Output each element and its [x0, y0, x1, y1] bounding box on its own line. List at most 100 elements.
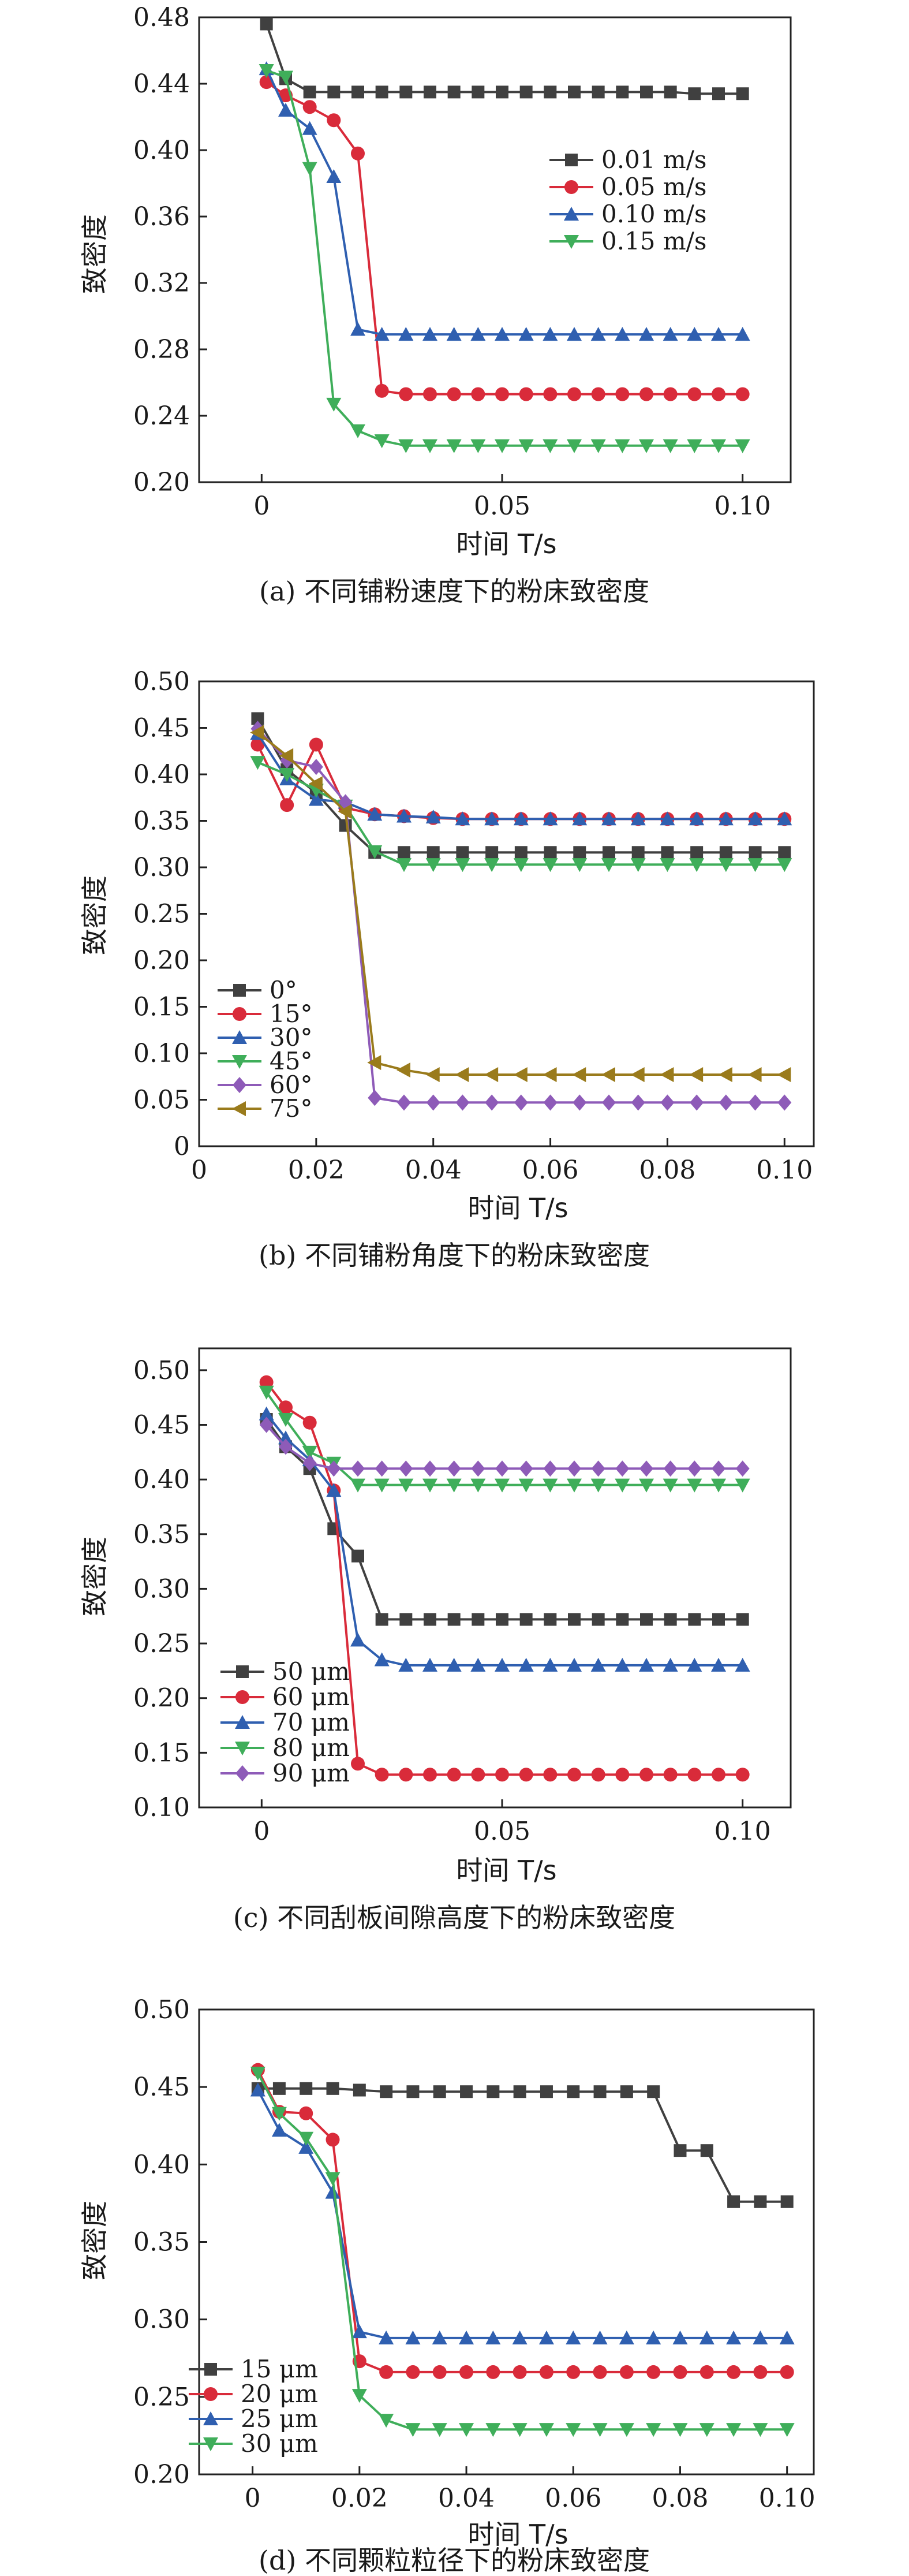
data-point [496, 85, 508, 99]
legend-entry: 90 μm [220, 1759, 350, 1787]
y-tick-label: 0.10 [133, 1039, 190, 1068]
data-point [399, 1613, 413, 1626]
legend-entry: 70 μm [220, 1708, 350, 1736]
legend-marker [235, 1765, 249, 1781]
data-point [602, 1094, 616, 1111]
data-point [375, 1768, 389, 1782]
y-tick-label: 0.20 [133, 1684, 190, 1713]
data-point [447, 1613, 461, 1626]
legend-marker [236, 1665, 249, 1678]
data-point [544, 1613, 557, 1626]
data-point [690, 1094, 704, 1111]
data-point [326, 2133, 340, 2147]
data-point [519, 85, 533, 99]
data-point [726, 2423, 742, 2437]
data-point [302, 100, 317, 114]
data-point [447, 85, 461, 99]
data-point [446, 327, 462, 341]
data-point [298, 2139, 314, 2154]
legend-label: 0° [270, 976, 297, 1004]
y-axis-title: 致密度 [79, 2201, 110, 2280]
x-tick-label: 0.08 [652, 2484, 708, 2513]
data-point [495, 1657, 510, 1672]
x-axis-title: 时间 T/s [456, 528, 556, 560]
data-point [660, 1094, 675, 1111]
data-point [567, 2085, 580, 2098]
data-point [278, 1413, 293, 1427]
data-point [543, 811, 558, 826]
y-tick-label: 0.20 [133, 946, 190, 975]
data-point [423, 1460, 437, 1477]
data-point [593, 2085, 607, 2098]
data-point [375, 85, 388, 99]
data-point [485, 846, 499, 859]
data-point [727, 2195, 740, 2208]
series-2 [250, 2063, 794, 2379]
data-point [350, 1478, 365, 1493]
data-point [727, 2365, 741, 2379]
data-point [455, 1067, 469, 1083]
legend-label: 20 μm [241, 2380, 318, 2408]
data-point [426, 1094, 440, 1111]
data-point [308, 792, 324, 806]
data-point [646, 2365, 661, 2379]
legend-entry: 50 μm [220, 1657, 350, 1686]
data-point [374, 1652, 390, 1667]
series-line [265, 23, 743, 95]
data-point [495, 1460, 509, 1477]
data-point [298, 2131, 314, 2146]
data-point [778, 846, 791, 859]
data-point [592, 2330, 608, 2344]
data-point [512, 2330, 528, 2344]
data-point [459, 2365, 474, 2379]
y-tick-label: 0.28 [133, 335, 190, 364]
data-point [688, 87, 701, 100]
data-point [777, 858, 792, 873]
data-point [399, 1768, 413, 1782]
data-point [259, 1416, 274, 1433]
data-point [379, 2414, 394, 2428]
data-point [367, 807, 383, 821]
data-point [630, 811, 646, 826]
legend-label: 70 μm [272, 1708, 350, 1736]
legend-marker [235, 1715, 250, 1729]
legend-marker [233, 1077, 246, 1093]
data-point [338, 804, 352, 819]
x-axis-title: 时间 T/s [467, 2519, 568, 2550]
data-point [399, 1460, 413, 1477]
data-point [271, 2107, 287, 2121]
data-point [712, 1768, 725, 1782]
data-point [302, 121, 317, 135]
x-axis-title: 时间 T/s [467, 1192, 568, 1224]
data-point [250, 756, 265, 770]
x-tick-label: 0.10 [756, 1155, 813, 1185]
data-point [573, 1094, 587, 1111]
data-point [513, 858, 529, 873]
data-point [326, 169, 342, 183]
data-point [672, 2423, 688, 2437]
data-point [367, 1055, 381, 1071]
data-point [538, 2330, 554, 2344]
data-point [300, 2082, 313, 2095]
series-line [256, 728, 785, 1104]
data-point [405, 2330, 421, 2344]
data-point [259, 1375, 274, 1389]
data-point [747, 1067, 762, 1083]
y-tick-label: 0.40 [133, 760, 190, 789]
data-point [351, 1757, 365, 1771]
series-4 [259, 1385, 750, 1493]
data-point [601, 1067, 615, 1083]
data-point [567, 1460, 581, 1477]
data-point [299, 2106, 313, 2120]
data-point [398, 1657, 414, 1672]
data-point [711, 1478, 726, 1493]
legend-entry: 0.10 m/s [549, 200, 706, 228]
data-point [406, 2085, 420, 2098]
data-point [663, 1478, 678, 1493]
series-5 [259, 1416, 750, 1477]
data-point [396, 1062, 410, 1078]
data-point [647, 2085, 660, 2098]
legend-label: 30 μm [241, 2429, 318, 2458]
data-point [514, 846, 528, 859]
y-tick-label: 0.45 [133, 1411, 190, 1440]
